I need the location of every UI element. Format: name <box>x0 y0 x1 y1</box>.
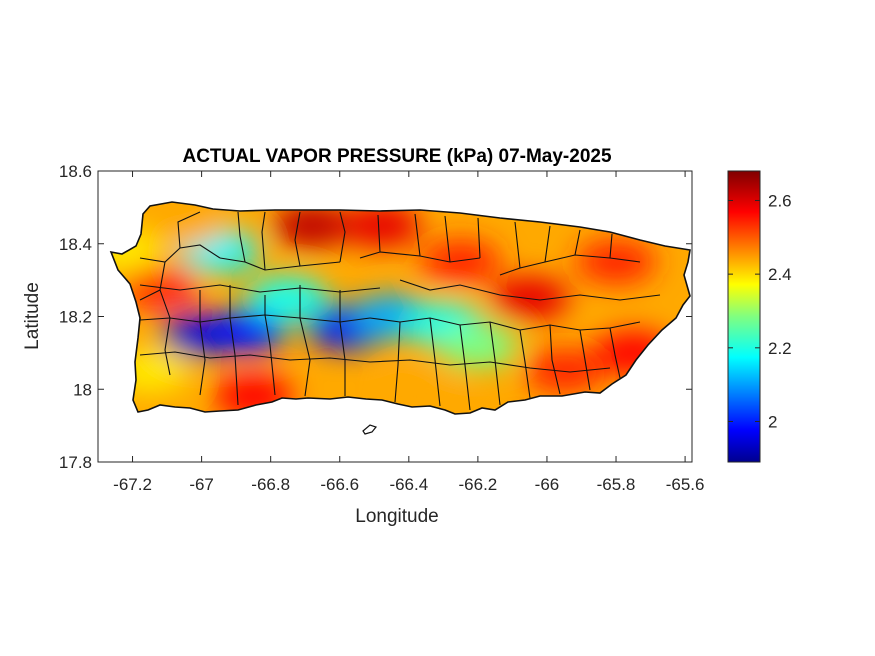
municipal-boundary-2 <box>177 211 201 249</box>
colorbar-tick-label: 2 <box>768 412 777 431</box>
municipal-boundary-30 <box>519 329 531 399</box>
municipal-boundary-24 <box>339 290 346 396</box>
municipal-boundary-34 <box>139 351 611 373</box>
field-sample-8 <box>272 203 353 248</box>
municipal-boundary-19 <box>159 289 171 376</box>
municipal-boundary-22 <box>264 295 276 396</box>
island-coastline <box>109 201 691 415</box>
field-sample-1 <box>206 309 287 354</box>
colorbar-tick-label: 2.4 <box>768 265 792 284</box>
y-axis-ticks: 17.8 18 18.2 18.4 18.6 <box>59 162 692 472</box>
municipal-boundary-27 <box>429 317 441 407</box>
municipal-boundary-32 <box>579 329 591 391</box>
field-sample-11 <box>420 239 501 284</box>
y-tick-label: 18.2 <box>59 308 92 327</box>
municipal-boundary-12 <box>477 217 481 259</box>
municipal-boundary-5 <box>261 211 266 271</box>
caja-de-muertos-island <box>362 424 378 435</box>
municipal-boundary-26 <box>394 321 401 403</box>
municipal-boundary-15 <box>544 225 551 263</box>
municipal-boundary-4 <box>237 211 246 263</box>
chart-title: ACTUAL VAPOR PRESSURE (kPa) 07-May-2025 <box>182 146 611 167</box>
x-axis-ticks: -67.2 -67 -66.8 -66.6 -66.4 -66.2 -66 -65.8 -65.… <box>113 171 704 494</box>
colorbar-tick-label: 2.6 <box>768 191 792 210</box>
x-tick-label: -66 <box>535 475 560 494</box>
x-tick-label: -66.2 <box>459 475 498 494</box>
municipal-boundary-9 <box>377 214 381 253</box>
municipal-boundary-31 <box>549 324 561 395</box>
municipal-boundary-16 <box>574 229 581 256</box>
y-axis-label: Latitude <box>22 282 43 350</box>
colorbar-ticks: 2 2.2 2.4 2.6 <box>728 191 792 431</box>
field-sample-6 <box>247 276 328 321</box>
municipal-boundary-17 <box>609 233 613 259</box>
x-tick-label: -67 <box>189 475 214 494</box>
x-tick-label: -66.6 <box>320 475 359 494</box>
municipal-boundary-33 <box>609 327 621 379</box>
colorbar-tick-label: 2.2 <box>768 339 792 358</box>
y-tick-label: 18.4 <box>59 235 92 254</box>
x-tick-label: -65.8 <box>597 475 636 494</box>
colorbar <box>727 170 761 463</box>
municipal-boundary-36 <box>139 284 381 293</box>
municipal-boundary-14 <box>514 221 521 269</box>
vapor-pressure-field <box>111 202 690 414</box>
y-tick-label: 17.8 <box>59 453 92 472</box>
field-sample-9 <box>341 203 422 248</box>
municipal-boundary-11 <box>444 215 451 263</box>
x-axis-label: Longitude <box>355 506 438 527</box>
field-sample-20 <box>144 203 225 248</box>
municipal-boundary-10 <box>414 213 421 257</box>
municipal-boundary-35 <box>399 279 661 301</box>
x-tick-label: -65.6 <box>666 475 705 494</box>
municipal-boundary-8 <box>359 251 481 263</box>
municipal-boundaries <box>139 211 661 411</box>
x-tick-label: -66.4 <box>389 475 428 494</box>
municipal-boundary-13 <box>499 254 641 276</box>
municipal-boundary-25 <box>369 317 641 331</box>
field-sample-7 <box>437 323 518 368</box>
x-tick-label: -67.2 <box>113 475 152 494</box>
y-tick-label: 18 <box>73 380 92 399</box>
municipal-boundary-6 <box>294 211 301 267</box>
municipal-boundary-20 <box>199 290 206 396</box>
x-tick-label: -66.8 <box>251 475 290 494</box>
municipal-boundary-28 <box>459 324 471 411</box>
municipal-boundary-29 <box>489 321 501 406</box>
municipal-boundary-21 <box>229 285 239 406</box>
municipal-boundary-18 <box>139 314 371 323</box>
field-sample-14 <box>576 239 656 284</box>
municipal-boundary-7 <box>339 211 346 263</box>
municipal-boundary-23 <box>299 285 311 397</box>
y-tick-label: 18.6 <box>59 162 92 181</box>
